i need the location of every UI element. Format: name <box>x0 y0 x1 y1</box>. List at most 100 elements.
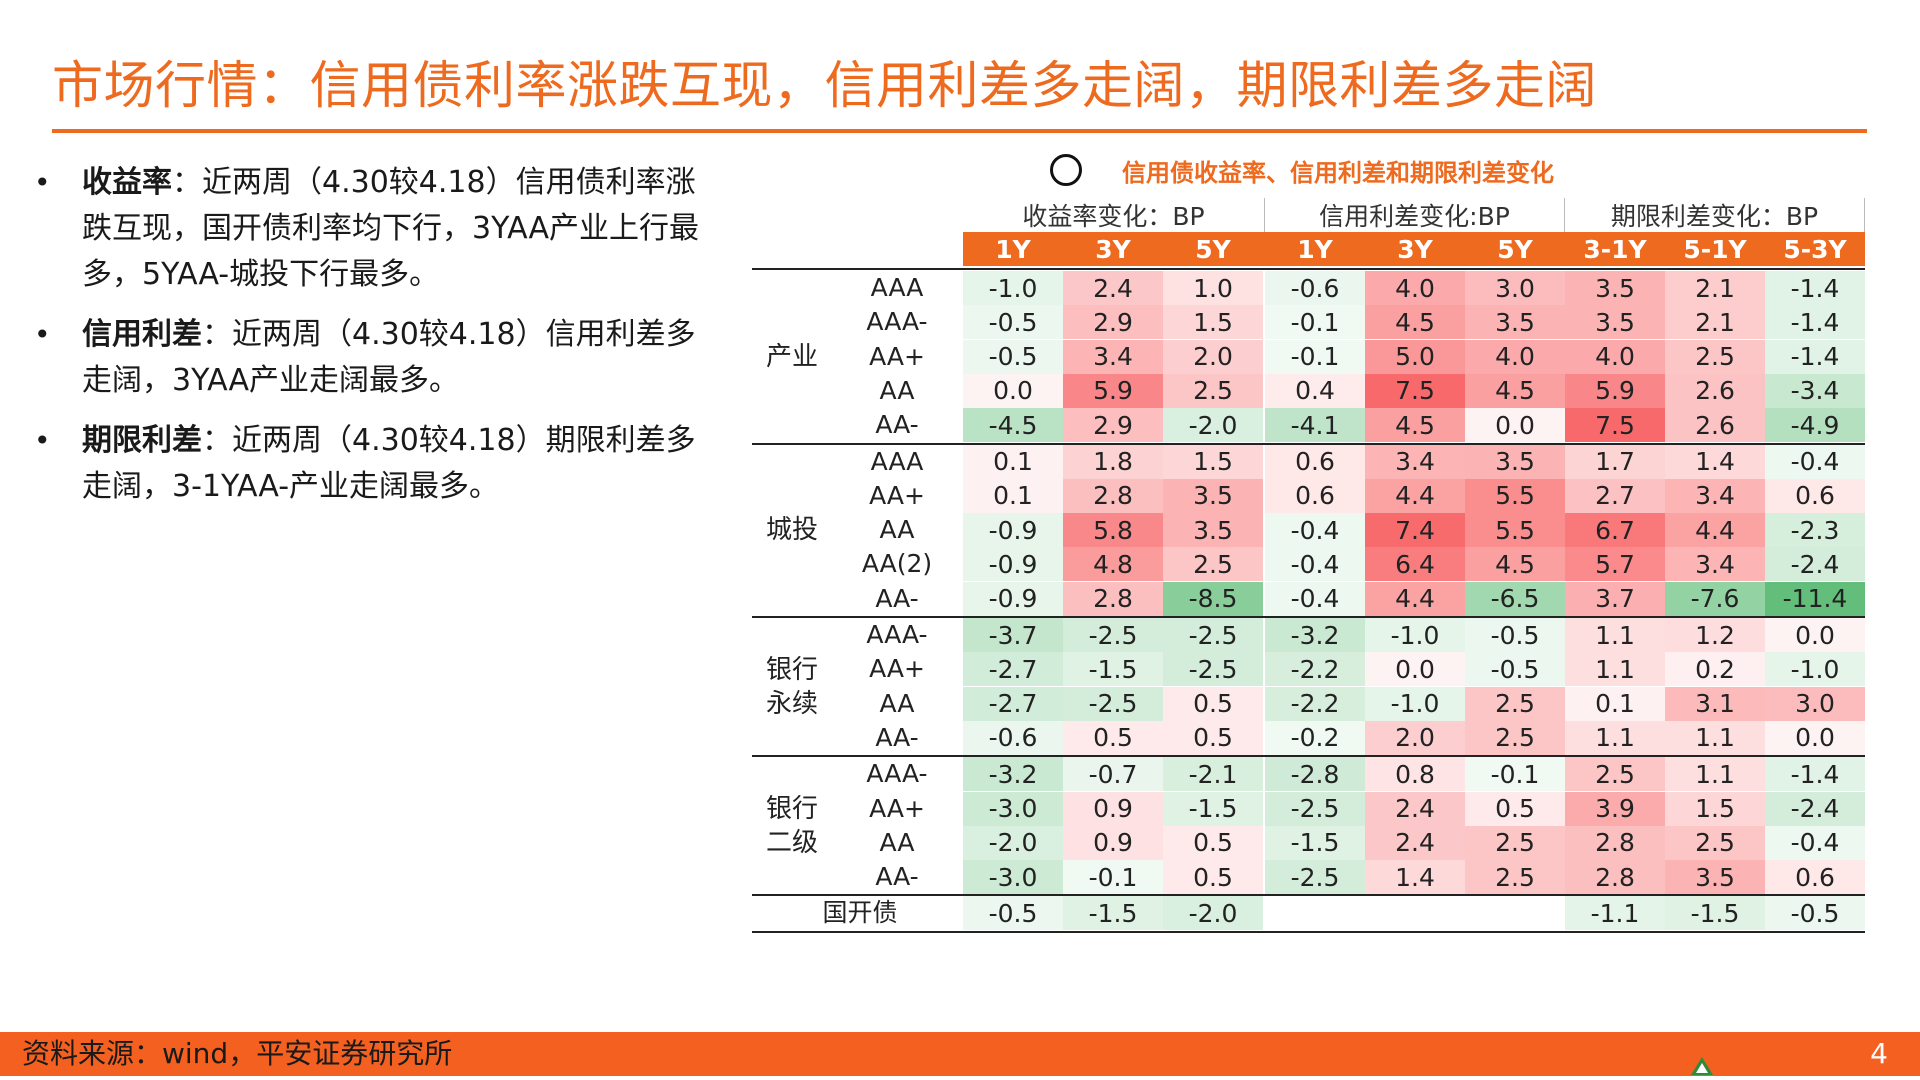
bullet-text: ：近两周（4.30较4.18）信用债利率涨跌互现，国开债利率均下行，3YAA产业… <box>82 165 699 292</box>
heatmap-cell: 0.1 <box>963 478 1063 513</box>
heatmap-cell: -4.5 <box>963 408 1063 443</box>
heatmap-cell: 0.6 <box>1765 478 1865 513</box>
heatmap-cell: 2.5 <box>1163 373 1263 408</box>
heatmap-cell: -1.5 <box>1063 652 1163 687</box>
heatmap-cell: 2.5 <box>1665 339 1765 374</box>
heatmap-cell: 2.8 <box>1063 478 1163 513</box>
heatmap-cell: 1.1 <box>1665 720 1765 755</box>
rating-label: 国开债 <box>822 898 898 928</box>
heatmap-cell: -1.5 <box>1265 825 1365 860</box>
bullet-lead: 期限利差 <box>82 423 202 458</box>
heatmap-cell: 1.5 <box>1163 444 1263 479</box>
circle-icon <box>1050 154 1082 186</box>
heatmap-cell: 4.0 <box>1565 339 1665 374</box>
heatmap-cell: -0.1 <box>1265 339 1365 374</box>
heatmap-cell: -0.9 <box>963 547 1063 582</box>
heatmap-cell: -0.2 <box>1265 720 1365 755</box>
heatmap-cell: 3.5 <box>1665 860 1765 895</box>
heatmap-cell: -4.9 <box>1765 408 1865 443</box>
heatmap-cell: -2.5 <box>1265 860 1365 895</box>
heatmap-cell: 3.0 <box>1765 686 1865 721</box>
heatmap-cell: 3.9 <box>1565 791 1665 826</box>
rating-label: AAA <box>870 446 924 476</box>
heatmap-cell: -1.5 <box>1163 791 1263 826</box>
header-group-term-spread: 期限利差变化：BP <box>1565 198 1865 232</box>
heatmap-cell: 0.5 <box>1163 860 1263 895</box>
heatmap-cell: -3.2 <box>963 757 1063 792</box>
heatmap-cell: -7.6 <box>1665 581 1765 616</box>
heatmap-cell: 0.6 <box>1265 444 1365 479</box>
title-underline <box>52 129 1867 133</box>
heatmap-cell: 3.5 <box>1565 271 1665 305</box>
heatmap-cell: -0.5 <box>963 339 1063 374</box>
heatmap-cell: 0.0 <box>1765 720 1865 755</box>
rating-label: AA+ <box>869 793 925 823</box>
heatmap-cell: 7.5 <box>1365 373 1465 408</box>
rating-label: AA- <box>875 583 919 613</box>
heatmap-cell: 2.4 <box>1365 791 1465 826</box>
heatmap-cell: 3.5 <box>1465 305 1565 340</box>
heatmap-cell: -11.4 <box>1765 581 1865 616</box>
heatmap-cell: 0.8 <box>1365 757 1465 792</box>
heatmap-cell: -1.5 <box>1665 896 1765 931</box>
heatmap-cell: 4.5 <box>1465 373 1565 408</box>
heatmap-cell: 6.4 <box>1365 547 1465 582</box>
category-label: 城投 <box>765 515 818 546</box>
rating-label: AAA- <box>866 620 928 649</box>
heatmap-cell: -6.5 <box>1465 581 1565 616</box>
table-rule <box>752 616 1865 618</box>
heatmap-cell: 1.1 <box>1565 720 1665 755</box>
page-number: 4 <box>1870 1037 1888 1070</box>
heatmap-cell: 5.9 <box>1565 373 1665 408</box>
heatmap-cell: -0.1 <box>1063 860 1163 895</box>
table-rule <box>752 268 1865 270</box>
heatmap-cell: -1.5 <box>1063 896 1163 931</box>
footer-bar <box>0 1032 1920 1076</box>
heatmap-cell: 3.5 <box>1163 513 1263 548</box>
heatmap-cell: 1.4 <box>1665 444 1765 479</box>
heatmap-cell: 1.4 <box>1365 860 1465 895</box>
heatmap-cell: 5.7 <box>1565 547 1665 582</box>
rating-label: AA- <box>875 862 919 892</box>
heatmap-cell: -0.4 <box>1265 513 1365 548</box>
tenor-header-0: 1Y <box>995 234 1031 264</box>
heatmap-cell: -1.0 <box>1365 618 1465 652</box>
heatmap-cell: 2.8 <box>1565 825 1665 860</box>
heatmap-cell: 1.0 <box>1163 271 1263 305</box>
heatmap-cell: -2.0 <box>1163 896 1263 931</box>
heatmap-cell: 1.1 <box>1565 618 1665 652</box>
heatmap-cell <box>1365 896 1465 931</box>
heatmap-cell: 0.6 <box>1765 860 1865 895</box>
heatmap-cell: 2.5 <box>1465 860 1565 895</box>
heatmap-cell: 3.0 <box>1465 271 1565 305</box>
heatmap-cell: 1.7 <box>1565 444 1665 479</box>
heatmap-cell: 2.5 <box>1665 825 1765 860</box>
heatmap-cell: -1.4 <box>1765 339 1865 374</box>
heatmap-cell: 2.5 <box>1465 825 1565 860</box>
heatmap-cell: -1.1 <box>1565 896 1665 931</box>
tenor-header-8: 5-3Y <box>1783 234 1847 264</box>
heatmap-cell: -2.4 <box>1765 547 1865 582</box>
tenor-header-4: 3Y <box>1397 234 1433 264</box>
heatmap-cell: -2.0 <box>1163 408 1263 443</box>
heatmap-cell: -0.5 <box>1765 896 1865 931</box>
heatmap-cell: -0.1 <box>1265 305 1365 340</box>
heatmap-cell: 0.4 <box>1265 373 1365 408</box>
heatmap-cell: 4.4 <box>1365 581 1465 616</box>
heatmap-cell: 2.5 <box>1565 757 1665 792</box>
table-caption-text: 信用债收益率、信用利差和期限利差变化 <box>1122 158 1554 187</box>
tenor-header-7: 5-1Y <box>1683 234 1747 264</box>
heatmap-cell: 2.9 <box>1063 305 1163 340</box>
heatmap-cell: 4.5 <box>1365 305 1465 340</box>
heatmap-cell: 3.7 <box>1565 581 1665 616</box>
bullet-dot-icon: • <box>34 318 51 351</box>
heatmap-cell: -0.6 <box>1265 271 1365 305</box>
heatmap-cell: 0.5 <box>1465 791 1565 826</box>
heatmap-cell: 2.7 <box>1565 478 1665 513</box>
heatmap-cell: -1.4 <box>1765 305 1865 340</box>
heatmap-cell: -0.1 <box>1465 757 1565 792</box>
heatmap-cell: 2.4 <box>1063 271 1163 305</box>
heatmap-cell: 1.5 <box>1163 305 1263 340</box>
tenor-header-2: 5Y <box>1195 234 1231 264</box>
heatmap-cell: 2.9 <box>1063 408 1163 443</box>
